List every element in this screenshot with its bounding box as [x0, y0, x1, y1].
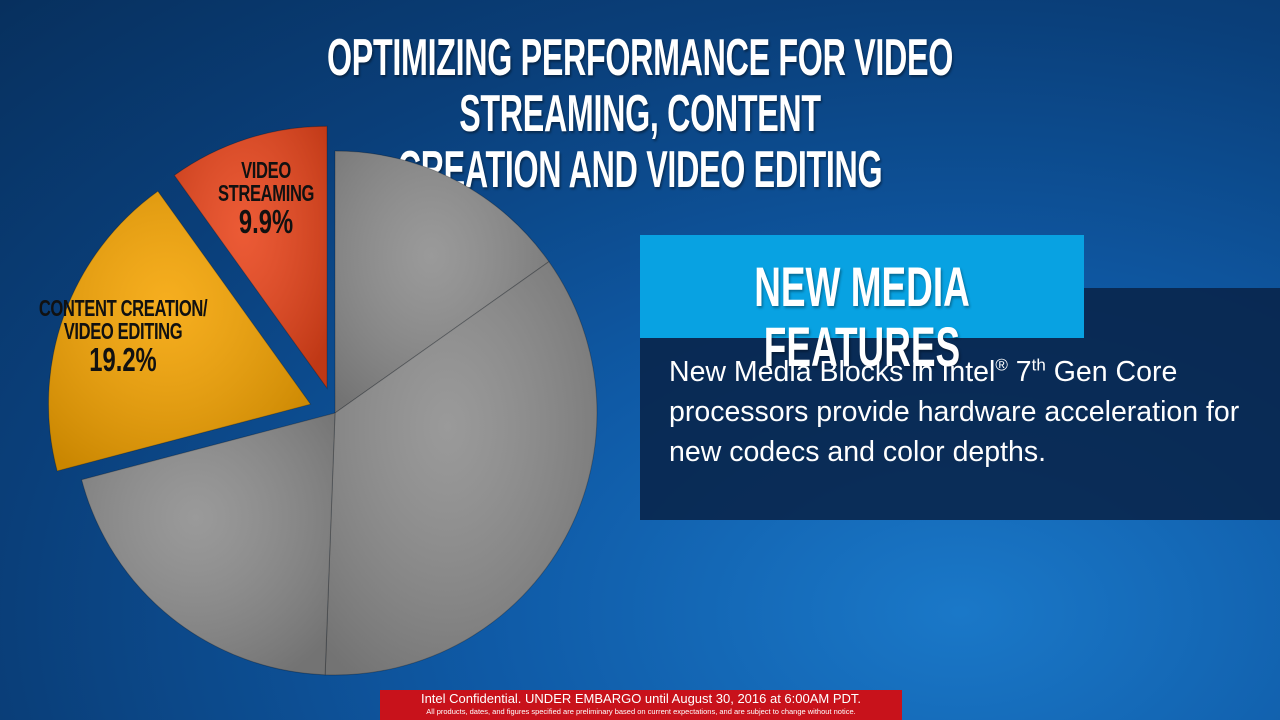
panel-heading: NEW MEDIA FEATURES: [754, 255, 970, 378]
slide-title: OPTIMIZING PERFORMANCE FOR VIDEO STREAMI…: [327, 29, 953, 199]
body-text: Gen Core processors provide hardware acc…: [669, 356, 1240, 468]
body-text: 7: [1007, 356, 1032, 388]
registered-mark: ®: [995, 355, 1008, 375]
superscript: th: [1031, 355, 1046, 375]
slice-label: CONTENT CREATION/ VIDEO EDITING 19.2%: [39, 294, 208, 378]
panel-body: New Media Blocks in Intel® 7th Gen Core …: [669, 352, 1259, 472]
slice-value: 9.9%: [239, 202, 294, 240]
panel-heading-box: NEW MEDIA FEATURES: [640, 235, 1084, 377]
slice-category: CONTENT CREATION/ VIDEO EDITING: [39, 294, 208, 344]
body-text: New Media Blocks in Intel: [669, 356, 996, 388]
slice-value: 19.2%: [89, 340, 157, 378]
slice-label: VIDEO STREAMING 9.9%: [218, 156, 315, 240]
footer-note: All products, dates, and figures specifi…: [426, 707, 856, 716]
slice-category: VIDEO STREAMING: [218, 156, 315, 206]
footer: Intel Confidential. UNDER EMBARGO until …: [380, 690, 902, 720]
footer-line: Intel Confidential. UNDER EMBARGO until …: [420, 691, 862, 706]
